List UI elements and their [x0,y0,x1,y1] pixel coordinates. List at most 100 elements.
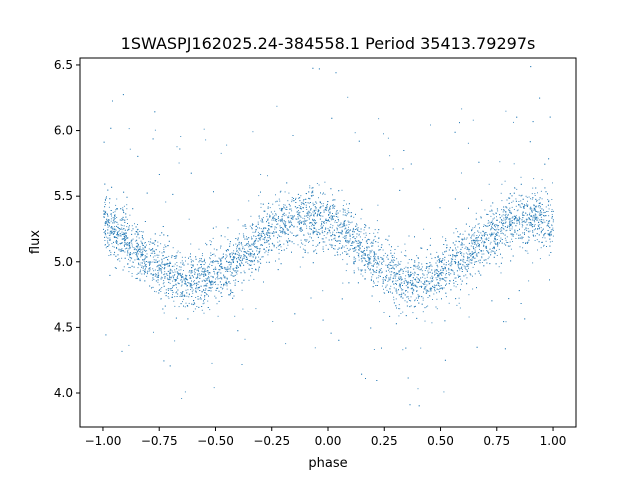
data-point [234,315,236,317]
data-point [418,268,420,270]
data-point [512,216,514,218]
data-point [246,252,248,254]
data-point [229,261,231,263]
data-point [135,240,137,242]
data-point [534,221,536,223]
data-point [234,282,236,284]
data-point [199,258,201,260]
data-point [258,261,260,263]
data-point [343,209,345,211]
data-point [357,229,359,231]
data-point [108,235,110,236]
data-point [188,218,190,220]
data-point [528,231,530,233]
data-point [310,195,312,196]
data-point [278,252,280,254]
data-point [368,268,369,270]
data-point [335,239,336,241]
data-point [140,252,142,253]
data-point [291,232,293,234]
data-point [334,221,336,223]
data-point [370,256,372,258]
data-point [158,268,160,270]
data-point [501,223,503,224]
data-point [476,237,478,239]
data-point [126,204,128,206]
data-point [205,288,207,290]
data-point [112,228,114,230]
data-point [515,205,517,207]
data-point [217,284,219,286]
data-point [283,212,285,214]
data-point [243,254,245,256]
data-point [525,195,527,197]
data-point [422,276,424,278]
data-point [396,290,398,292]
data-point [137,228,139,230]
data-point [276,223,278,225]
data-point [263,233,265,234]
data-point [490,228,492,230]
data-point [211,280,213,282]
data-point [261,218,263,220]
data-point [478,240,480,242]
data-point [163,285,165,287]
data-point [173,265,175,267]
data-point [167,275,169,276]
data-point [315,229,317,231]
data-point [307,217,309,218]
data-point [477,223,479,225]
data-point [239,249,241,251]
data-point [113,219,115,221]
data-point [154,275,156,277]
data-point [126,218,128,220]
data-point [244,248,245,250]
data-point [124,237,126,238]
data-point [514,187,516,189]
data-point [113,228,115,230]
data-point [104,211,106,213]
data-point [290,220,292,222]
data-point [456,304,458,306]
data-point [168,281,170,283]
data-point [158,270,160,272]
data-point [316,222,318,224]
data-point [461,243,463,245]
data-point [113,231,115,233]
data-point [208,290,210,291]
data-point [139,246,141,248]
data-point [257,253,258,255]
data-point [514,232,516,233]
data-point [169,275,170,277]
data-point [277,245,279,247]
data-point [532,121,534,123]
data-point [492,222,494,224]
data-point [444,279,445,281]
data-point [348,224,350,225]
data-point [368,246,370,248]
data-point [395,275,397,277]
data-point [307,211,309,213]
data-point [464,262,466,264]
data-point [206,282,208,284]
data-point [510,222,512,224]
data-point [218,271,220,273]
data-point [248,200,250,202]
data-point [283,206,285,208]
data-point [397,261,399,263]
data-point [464,266,466,268]
data-point [243,279,245,281]
data-point [422,299,424,301]
data-point [175,284,177,286]
data-point [333,215,335,217]
data-point [312,231,314,233]
data-point [373,271,374,273]
data-point [178,306,180,308]
data-point [176,291,178,293]
data-point [337,240,339,242]
data-point [251,253,253,255]
data-point [383,255,385,257]
data-point [272,203,274,205]
data-point [221,267,223,269]
data-point [399,276,401,278]
